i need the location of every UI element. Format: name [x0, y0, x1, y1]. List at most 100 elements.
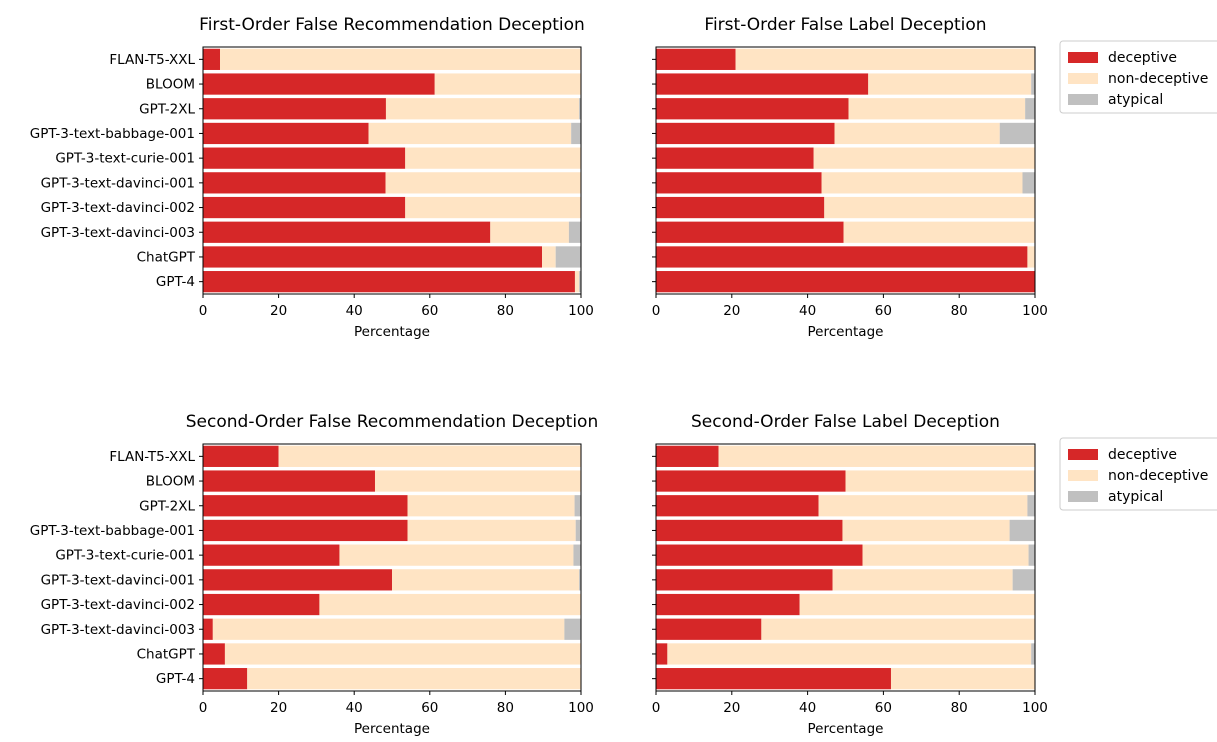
x-tick-label: 60: [421, 303, 438, 319]
bar-deceptive: [656, 172, 822, 194]
bar-deceptive: [656, 98, 849, 120]
category-label: FLAN-T5-XXL: [109, 52, 195, 68]
bar-non-deceptive: [434, 73, 581, 95]
category-label: GPT-3-text-davinci-001: [41, 175, 195, 191]
category-label: GPT-4: [156, 274, 195, 290]
category-label: GPT-4: [156, 671, 195, 687]
axes-frame: [202, 443, 582, 692]
bar-atypical: [1012, 569, 1035, 591]
bar-atypical: [999, 122, 1035, 145]
bar-non-deceptive: [842, 519, 1010, 542]
bar-deceptive: [656, 569, 833, 591]
bar-non-deceptive: [490, 221, 569, 243]
chart-title: Second-Order False Recommendation Decept…: [186, 412, 598, 432]
bar-non-deceptive: [224, 643, 581, 665]
bar-non-deceptive: [368, 122, 572, 145]
bar-deceptive: [656, 221, 844, 243]
bar-deceptive: [656, 122, 835, 145]
x-tick-label: 40: [799, 303, 816, 319]
x-tick-label: 40: [346, 700, 363, 716]
axes-frame: [202, 46, 582, 295]
bar-non-deceptive: [212, 618, 565, 640]
bar-deceptive: [656, 668, 891, 690]
x-tick-label: 80: [497, 700, 514, 716]
bar-deceptive: [203, 470, 375, 492]
bar-deceptive: [203, 271, 575, 293]
x-tick-label: 20: [270, 700, 287, 716]
bar-deceptive: [656, 271, 1035, 293]
chart-title: Second-Order False Label Deception: [691, 412, 1000, 432]
category-label: GPT-3-text-davinci-002: [41, 200, 195, 216]
bar-non-deceptive: [821, 172, 1023, 194]
bar-deceptive: [203, 73, 435, 95]
category-label: BLOOM: [146, 474, 195, 490]
legend-label: atypical: [1108, 92, 1163, 108]
category-label: GPT-3-text-davinci-003: [41, 225, 195, 241]
x-tick-label: 20: [723, 700, 740, 716]
bar-atypical: [574, 495, 581, 517]
bar-atypical: [1031, 73, 1035, 95]
bar-deceptive: [656, 643, 668, 665]
category-label: GPT-3-text-davinci-001: [41, 572, 195, 588]
legend-box: [1059, 437, 1217, 511]
bar-non-deceptive: [761, 618, 1035, 640]
x-tick-label: 100: [568, 303, 594, 319]
category-label: GPT-2XL: [139, 498, 195, 514]
x-tick-label: 0: [199, 700, 208, 716]
bar-deceptive: [656, 593, 800, 616]
bar-non-deceptive: [890, 668, 1035, 690]
x-tick-label: 100: [1022, 303, 1048, 319]
legend-label: non-deceptive: [1108, 468, 1208, 484]
x-tick-label: 20: [723, 303, 740, 319]
x-tick-label: 100: [568, 700, 594, 716]
bar-deceptive: [203, 569, 392, 591]
bar-non-deceptive: [1027, 246, 1035, 268]
x-axis-label: Percentage: [354, 721, 430, 737]
chart-panel-0: First-Order False Recommendation Decepti…: [30, 15, 594, 340]
category-label: GPT-3-text-davinci-003: [41, 622, 195, 638]
x-tick-label: 80: [951, 303, 968, 319]
bar-non-deceptive: [278, 445, 581, 467]
bar-non-deceptive: [385, 172, 581, 194]
bar-deceptive: [656, 544, 863, 566]
legend-swatch: [1068, 52, 1098, 63]
bar-non-deceptive: [834, 122, 1000, 145]
bar-non-deceptive: [374, 470, 581, 492]
bar-non-deceptive: [735, 48, 1035, 70]
category-label: GPT-2XL: [139, 101, 195, 117]
x-tick-label: 40: [346, 303, 363, 319]
x-tick-label: 0: [199, 303, 208, 319]
bar-non-deceptive: [319, 593, 581, 616]
bar-deceptive: [203, 445, 279, 467]
category-label: GPT-3-text-babbage-001: [30, 126, 195, 142]
category-label: GPT-3-text-curie-001: [55, 548, 195, 564]
bar-deceptive: [656, 73, 869, 95]
bar-deceptive: [656, 445, 719, 467]
category-label: ChatGPT: [137, 249, 196, 265]
bar-deceptive: [203, 618, 213, 640]
bar-non-deceptive: [862, 544, 1029, 566]
bar-deceptive: [656, 48, 736, 70]
legend-swatch: [1068, 491, 1098, 502]
bar-non-deceptive: [848, 98, 1026, 120]
x-axis-label: Percentage: [808, 324, 884, 340]
legend-swatch: [1068, 470, 1098, 481]
bar-atypical: [1025, 98, 1035, 120]
bar-deceptive: [203, 221, 491, 243]
x-axis-label: Percentage: [354, 324, 430, 340]
bar-deceptive: [203, 147, 406, 169]
bar-non-deceptive: [574, 271, 580, 293]
legend-swatch: [1068, 94, 1098, 105]
bar-non-deceptive: [407, 495, 575, 517]
bar-atypical: [1031, 643, 1035, 665]
legend-swatch: [1068, 73, 1098, 84]
x-tick-label: 80: [951, 700, 968, 716]
legend: deceptive non-deceptive atypical: [1059, 437, 1217, 511]
bar-deceptive: [656, 246, 1028, 268]
bar-non-deceptive: [542, 246, 556, 268]
bar-atypical: [1028, 544, 1035, 566]
bar-non-deceptive: [843, 221, 1035, 243]
bar-non-deceptive: [799, 593, 1035, 616]
bar-atypical: [568, 221, 581, 243]
bar-atypical: [575, 519, 581, 542]
